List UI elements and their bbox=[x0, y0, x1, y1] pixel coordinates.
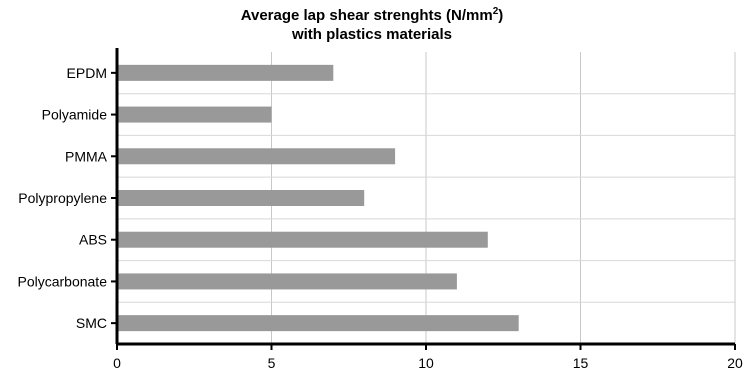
x-tick-label: 20 bbox=[727, 355, 743, 371]
y-tick-label: ABS bbox=[79, 232, 107, 248]
y-tick-label: EPDM bbox=[67, 65, 107, 81]
bar bbox=[117, 106, 272, 123]
y-tick-label: PMMA bbox=[65, 148, 108, 164]
x-tick-label: 10 bbox=[418, 355, 434, 371]
x-tick-label: 5 bbox=[268, 355, 276, 371]
chart-title-line-1: Average lap shear strenghts (N/mm2) bbox=[0, 6, 744, 25]
chart-title-line-2: with plastics materials bbox=[291, 26, 453, 43]
x-tick-label: 15 bbox=[573, 355, 589, 371]
bar bbox=[117, 315, 519, 332]
y-tick-label: Polypropylene bbox=[18, 190, 107, 206]
chart-title-end: ) bbox=[498, 7, 504, 24]
y-tick-label: SMC bbox=[76, 315, 107, 331]
bar bbox=[117, 148, 396, 165]
bar bbox=[117, 190, 365, 206]
chart-title-superscript: 2 bbox=[492, 6, 499, 17]
chart-title: Average lap shear strenghts (N/mm2) with… bbox=[0, 6, 744, 44]
bar bbox=[117, 273, 457, 290]
bar bbox=[117, 231, 488, 248]
y-tick-label: Polycarbonate bbox=[17, 273, 107, 289]
bar bbox=[117, 64, 334, 81]
chart-title-main: Average lap shear strenghts (N/mm bbox=[240, 7, 493, 24]
y-tick-label: Polyamide bbox=[42, 107, 108, 123]
x-tick-label: 0 bbox=[113, 355, 121, 371]
